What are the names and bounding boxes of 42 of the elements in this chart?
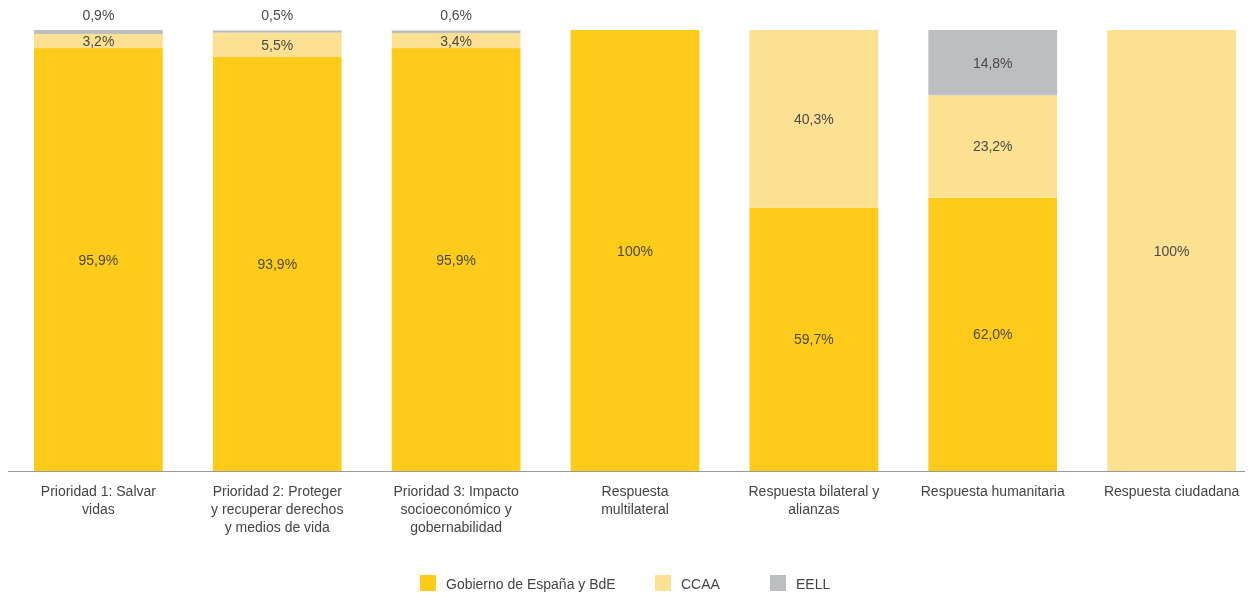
bar <box>34 30 163 34</box>
data-label: 95,9% <box>78 251 119 268</box>
data-label: 59,7% <box>794 331 834 348</box>
x-tick-label: Prioridad 3: Impacto socioeconómico y gobernabilidad <box>393 483 519 535</box>
data-label: 95,9% <box>436 251 476 268</box>
bar <box>570 30 700 471</box>
bar <box>749 30 879 208</box>
bar <box>34 48 163 471</box>
bar <box>928 197 1058 471</box>
data-label: 3,4% <box>440 32 473 49</box>
x-tick-label: Prioridad 1: Salvar vidas <box>40 483 157 517</box>
legend-label: CCAA <box>681 576 721 592</box>
bar <box>749 207 879 471</box>
data-label: 14,8% <box>972 54 1013 71</box>
data-label: 0,5% <box>261 7 294 23</box>
bar <box>391 30 521 34</box>
bar <box>1107 30 1236 471</box>
data-label: 3,2% <box>82 33 115 50</box>
data-label: 5,5% <box>261 36 294 53</box>
bar <box>212 30 342 33</box>
bar <box>391 33 521 49</box>
legend-label: Gobierno de España y BdE <box>446 576 616 592</box>
bar <box>34 33 163 49</box>
data-label: 93,9% <box>257 255 298 272</box>
x-tick-label: Respuesta humanitaria <box>920 483 1065 499</box>
bar <box>391 48 521 471</box>
x-tick-label: Respuesta bilateral y alianzas <box>748 483 880 517</box>
data-label: 62,0% <box>972 326 1013 343</box>
bar <box>928 30 1058 96</box>
data-label: 40,3% <box>794 110 834 127</box>
data-label: 0,6% <box>440 7 473 23</box>
x-tick-label: Prioridad 2: Proteger y recuperar derechos y medios de vida <box>211 483 344 535</box>
bar <box>928 95 1058 198</box>
legend-label: EELL <box>796 576 831 592</box>
data-label: 100% <box>1153 242 1190 259</box>
data-label: 100% <box>617 242 653 259</box>
bar <box>212 56 342 471</box>
x-tick-label: Respuesta multilateral <box>601 483 669 517</box>
data-label: 23,2% <box>972 138 1013 155</box>
x-tick-label: Respuesta ciudadana <box>1103 483 1240 499</box>
data-label: 0,9% <box>82 7 115 23</box>
bar <box>212 32 342 57</box>
